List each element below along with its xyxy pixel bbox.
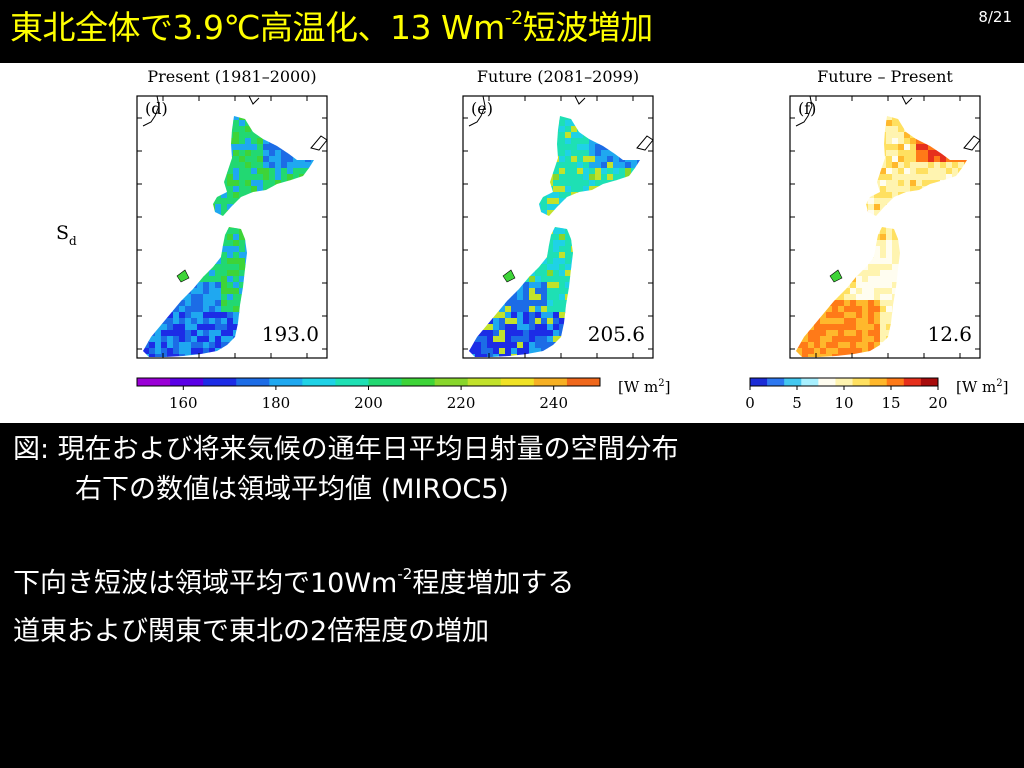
colorbar-absolute-tick-label: 240 xyxy=(539,394,568,412)
colorbar-difference-swatch xyxy=(869,378,888,386)
panel-label-f: (f) xyxy=(798,99,816,118)
colorbar-difference-swatch xyxy=(767,378,785,386)
colorbar-difference-swatch xyxy=(818,378,836,386)
coastline-north xyxy=(574,95,586,105)
colorbar-absolute-tick-label: 220 xyxy=(447,394,476,412)
body-line-2: 道東および関東で東北の2倍程度の増加 xyxy=(13,616,490,647)
body-line-1-exponent: -2 xyxy=(397,565,413,583)
colorbar-absolute-swatch xyxy=(500,378,535,386)
slide-title-main: 東北全体で3.9℃高温化、13 Wm xyxy=(10,8,505,47)
colorbar-difference-swatch xyxy=(852,378,871,386)
colorbar-absolute-swatch xyxy=(401,378,436,386)
colorbar-difference-swatch xyxy=(903,378,922,386)
island-sado xyxy=(829,269,843,283)
figure: Sd Present (1981–2000) (d) 193.0 Future (20… xyxy=(0,63,1024,423)
coastline-kuril xyxy=(963,135,981,151)
colorbar-absolute-swatch xyxy=(170,378,204,386)
colorbar-difference-swatch xyxy=(886,378,905,386)
map-panel-f: Future – Present(f) 12.6 xyxy=(789,67,981,359)
figure-svg: Sd Present (1981–2000) (d) 193.0 Future (20… xyxy=(56,67,1009,412)
body-line-1: 下向き短波は領域平均で10Wm-2程度増加する xyxy=(13,560,574,608)
coastline-kuril xyxy=(310,135,328,151)
frame-ticks-d xyxy=(137,96,327,358)
caption-line-2: 右下の数値は領域平均値 (MIROC5) xyxy=(75,474,509,505)
colorbar-difference-unit: [W m2] xyxy=(956,378,1009,396)
body-line-1-start: 下向き短波は領域平均で10Wm xyxy=(13,568,398,599)
colorbar-difference-tick-label: 10 xyxy=(834,394,853,412)
colorbar-difference-swatch xyxy=(920,378,939,386)
coastline-north xyxy=(248,95,260,105)
row-label-main: S xyxy=(56,222,69,244)
row-label-sub: d xyxy=(69,234,77,248)
panel-frame-d xyxy=(136,95,328,359)
coastline-mainland xyxy=(795,95,813,127)
colorbar-absolute-swatch xyxy=(434,378,469,386)
slide-title-end: 短波増加 xyxy=(522,8,654,47)
colorbar-difference-tick-label: 15 xyxy=(881,394,900,412)
panel-title-d: Present (1981–2000) xyxy=(147,67,316,86)
colorbar-absolute-swatch xyxy=(467,378,502,386)
map-panel-d: Present (1981–2000) (d) 193.0 xyxy=(136,67,328,359)
colorbar-absolute-swatch xyxy=(236,378,270,386)
colorbar-difference-tick-label: 0 xyxy=(745,394,755,412)
colorbar-absolute-swatch xyxy=(335,378,369,386)
island-sado xyxy=(176,269,190,283)
row-label: Sd xyxy=(56,222,77,248)
panel-mean-value-e: 205.6 xyxy=(588,322,645,346)
panel-frame-e xyxy=(462,95,654,359)
coastline-mainland xyxy=(142,95,160,127)
colorbar-absolute-swatch xyxy=(203,378,237,386)
frame-ticks-f xyxy=(790,96,980,358)
colorbar-difference-swatch xyxy=(784,378,802,386)
colorbar-absolute-swatch xyxy=(302,378,336,386)
map-panel-e: Future (2081–2099) (e) 205.6 xyxy=(462,67,654,359)
panel-title-f: Future – Present xyxy=(817,67,953,86)
colorbar-difference: 0 5 10 15 20 [W m2] xyxy=(745,377,1009,412)
panel-title-e: Future (2081–2099) xyxy=(477,67,639,86)
colorbar-absolute-tick-label: 180 xyxy=(262,394,291,412)
page-number: 8/21 xyxy=(978,8,1012,26)
colorbar-absolute-swatch xyxy=(269,378,303,386)
colorbar-absolute-unit: [W m2] xyxy=(618,378,671,396)
body-text: 下向き短波は領域平均で10Wm-2程度増加する 道東および関東で東北の2倍程度の… xyxy=(13,560,574,656)
colorbar-absolute-tick-label: 200 xyxy=(354,394,383,412)
colorbar-absolute-swatch xyxy=(368,378,403,386)
colorbar-absolute-swatch xyxy=(566,378,601,386)
map-panels: Present (1981–2000) (d) 193.0 Future (2081–… xyxy=(136,67,981,359)
panel-label-e: (e) xyxy=(471,99,493,118)
colorbar-absolute: 160 180 200 220 240 [W m2] xyxy=(136,377,671,412)
colorbar-difference-swatch xyxy=(750,378,768,386)
coastline-kuril xyxy=(636,135,654,151)
panel-mean-value-f: 12.6 xyxy=(927,322,972,346)
island-sado xyxy=(502,269,516,283)
colorbar-absolute-swatch xyxy=(533,378,568,386)
colorbar-difference-tick-label: 20 xyxy=(928,394,947,412)
colorbar-absolute-tick-label: 160 xyxy=(169,394,198,412)
panel-frame-f xyxy=(789,95,981,359)
colorbar-difference-tick-label: 5 xyxy=(792,394,802,412)
panel-label-d: (d) xyxy=(145,99,168,118)
slide-title: 東北全体で3.9℃高温化、13 Wm-2短波増加 xyxy=(10,4,653,52)
coastline-mainland xyxy=(468,95,486,127)
coastline-north xyxy=(901,95,913,105)
slide-title-exponent: -2 xyxy=(504,7,523,29)
colorbar-difference-swatch xyxy=(835,378,854,386)
colorbars: 160 180 200 220 240 [W m2] 0 5 10 15 20 [W m2] xyxy=(136,377,1009,412)
body-line-1-end: 程度増加する xyxy=(412,568,575,599)
caption-line-1: 図: 現在および将来気候の通年日平均日射量の空間分布 xyxy=(13,434,679,465)
colorbar-difference-swatch xyxy=(801,378,819,386)
figure-caption: 図: 現在および将来気候の通年日平均日射量の空間分布 右下の数値は領域平均値 (… xyxy=(13,430,679,510)
panel-mean-value-d: 193.0 xyxy=(262,322,319,346)
frame-ticks-e xyxy=(463,96,653,358)
colorbar-absolute-swatch xyxy=(137,378,171,386)
